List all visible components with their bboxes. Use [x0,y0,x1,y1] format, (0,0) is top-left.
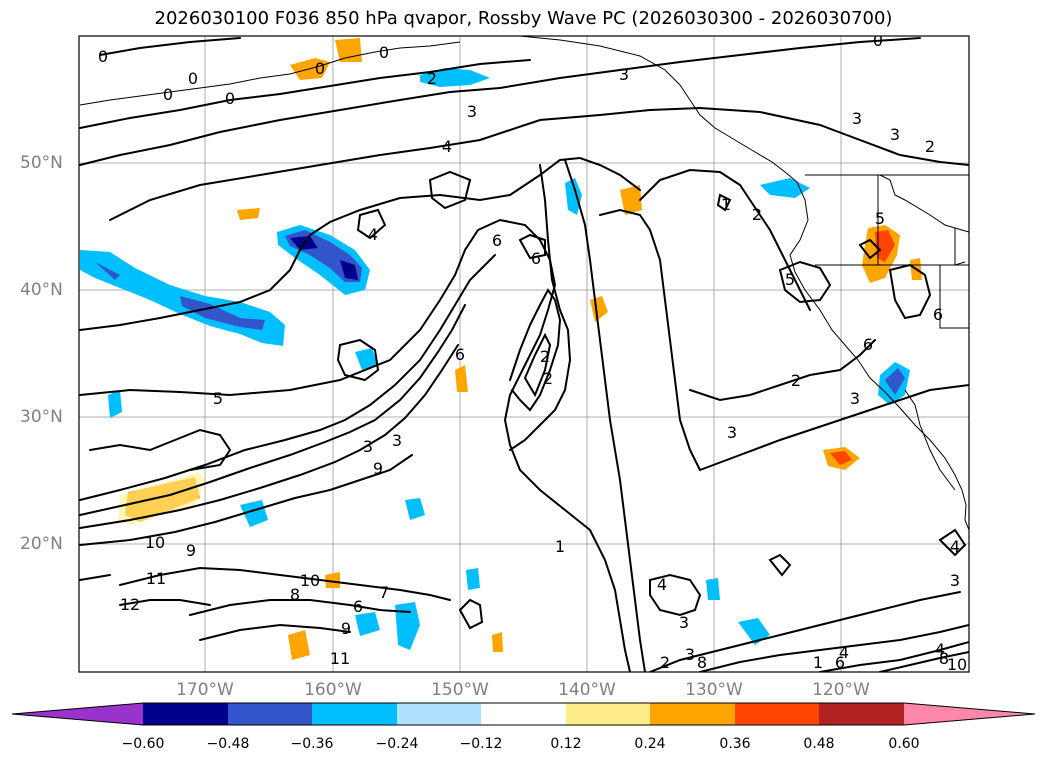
colorbar-segment [228,703,312,725]
contour-label: 9 [373,459,383,478]
contour-label: 4 [935,640,945,659]
contour-label: 3 [850,389,860,408]
colorbar-tick-label: 0.12 [550,736,582,752]
contour-label: 3 [467,102,477,121]
contour-label: 5 [785,270,795,289]
contour-label: 1 [555,537,565,556]
colorbar-tick-label: 0.48 [803,736,835,752]
contour-label: 2 [791,371,801,390]
colorbar-tick-label: −0.36 [290,736,334,752]
contour-label: 0 [873,31,883,50]
contour-label: 1 [813,653,823,672]
map-title: 2026030100 F036 850 hPa qvapor, Rossby W… [154,8,893,29]
plot-frame [78,35,970,673]
latitude-label: 50°N [20,153,63,173]
contour-label: 4 [657,575,667,594]
contour-label: 1 [721,195,731,214]
contour-label: 4 [442,137,452,156]
contour-label: 0 [225,89,235,108]
colorbar-segment [819,703,904,725]
colorbar-segment [481,703,566,725]
colorbar-tick-label: −0.48 [206,736,250,752]
contour-label: 12 [120,595,140,614]
contour-label: 6 [455,345,465,364]
contour-label: 2 [660,653,670,672]
contour-label: 0 [188,69,198,88]
contour-label: 10 [145,533,165,552]
colorbar-tick-label: −0.60 [121,736,165,752]
contour-label: 11 [330,649,350,668]
map-plot-area: 0 0 0 0 0 0 0 2 3 3 3 4 3 3 2 1 2 4 6 6 … [79,31,969,674]
contour-label: 5 [213,389,223,408]
longitude-label: 120°W [812,680,870,700]
contour-label: 4 [839,643,849,662]
contour-label: 0 [379,43,389,62]
contour-label: 3 [685,645,695,664]
colorbar-segment [566,703,650,725]
contour-label: 8 [939,649,949,668]
contour-label: 2 [925,137,935,156]
contour-label: 3 [619,65,629,84]
contour-label: 2 [752,205,762,224]
longitude-label: 170°W [176,680,234,700]
contour-label: 2 [543,369,553,388]
contour-label: 3 [392,431,402,450]
contour-label: 4 [368,225,378,244]
contour-label: 6 [353,597,363,616]
contour-label: 8 [290,585,300,604]
gridlines [79,36,969,672]
colorbar-extend-high [904,703,1035,725]
contour-label: 6 [863,335,873,354]
contour-label: 8 [697,653,707,672]
contour-label: 5 [875,209,885,228]
contour-label: 10 [300,571,320,590]
contour-label: 10 [947,655,967,674]
colorbar [11,702,1036,726]
longitude-label: 150°W [431,680,489,700]
coastlines [79,36,969,531]
contour-label: 7 [379,583,389,602]
colorbar-tick-label: −0.12 [459,736,503,752]
contour-label: 3 [950,571,960,590]
latitude-label: 30°N [20,407,63,427]
longitude-label: 130°W [685,680,743,700]
contour-lines [79,37,969,672]
latitude-label: 20°N [20,534,63,554]
contour-label: 0 [315,59,325,78]
contour-label: 2 [540,347,550,366]
contour-label: 4 [950,537,960,556]
contour-label: 9 [186,541,196,560]
contour-label: 6 [835,653,845,672]
contour-label: 3 [890,125,900,144]
colorbar-tick-label: 0.60 [888,736,920,752]
contour-label: 3 [852,109,862,128]
contour-label: 6 [531,249,541,268]
colorbar-segment [735,703,819,725]
colorbar-segment [312,703,397,725]
contour-label: 9 [341,619,351,638]
colorbar-tick-label: 0.24 [634,736,666,752]
contour-label: 3 [679,613,689,632]
contour-label: 3 [727,423,737,442]
colorbar-segment [397,703,481,725]
contour-label: 6 [492,231,502,250]
colorbar-segment [650,703,735,725]
contour-label: 11 [146,569,166,588]
contour-label: 2 [427,69,437,88]
colorbar-segment [143,703,228,725]
contour-label: 0 [98,47,108,66]
contour-label: 6 [933,305,943,324]
latitude-label: 40°N [20,280,63,300]
longitude-label: 160°W [304,680,362,700]
contour-labels: 0 0 0 0 0 0 0 2 3 3 3 4 3 3 2 1 2 4 6 6 … [98,31,967,674]
contour-label: 0 [163,85,173,104]
contour-label: 3 [363,437,373,456]
longitude-label: 140°W [558,680,616,700]
colorbar-extend-low [12,703,143,725]
colorbar-tick-label: −0.24 [375,736,419,752]
colorbar-tick-label: 0.36 [719,736,751,752]
